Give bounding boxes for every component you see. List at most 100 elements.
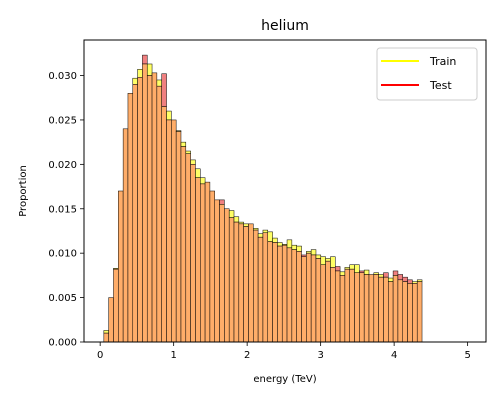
bar-excess xyxy=(291,244,297,250)
bar-excess xyxy=(354,264,360,273)
y-axis-label: Proportion xyxy=(18,165,29,217)
bar-overlap xyxy=(171,119,177,343)
y-axis-ticks: 0.000 0.005 0.010 0.015 0.020 0.025 0.030 xyxy=(48,71,84,349)
bar-overlap xyxy=(243,226,249,343)
bar-overlap xyxy=(248,223,254,343)
bar-overlap xyxy=(344,268,350,343)
bar-overlap xyxy=(388,281,394,343)
bar-overlap xyxy=(127,93,134,343)
bar-overlap xyxy=(142,63,148,343)
bar-overlap xyxy=(200,183,206,343)
bar-excess xyxy=(166,110,172,121)
bar-overlap xyxy=(228,217,235,343)
bar-excess xyxy=(325,258,331,262)
bar-excess xyxy=(228,210,235,218)
bar-excess xyxy=(392,270,399,276)
bar-excess xyxy=(190,159,196,165)
bar-excess xyxy=(383,272,389,278)
bar-overlap xyxy=(185,153,191,343)
bar-excess xyxy=(142,54,148,65)
bar-overlap xyxy=(339,275,346,343)
bar-excess xyxy=(253,228,259,231)
bar-excess xyxy=(373,272,379,275)
bar-overlap xyxy=(118,190,124,343)
bar-overlap xyxy=(325,260,331,343)
bar-excess xyxy=(132,77,138,85)
bar-excess xyxy=(407,279,413,284)
y-tick-label: 0.005 xyxy=(48,293,77,304)
bar-overlap xyxy=(416,281,423,343)
legend-label-train: Train xyxy=(429,55,456,68)
bar-excess xyxy=(301,254,307,257)
bar-overlap xyxy=(286,247,293,343)
bar-overlap xyxy=(257,236,264,343)
bar-overlap xyxy=(161,106,167,343)
bar-excess xyxy=(243,223,249,227)
bar-overlap xyxy=(166,119,172,343)
bar-overlap xyxy=(363,274,370,343)
bar-overlap xyxy=(359,272,365,343)
bar-overlap xyxy=(219,204,225,343)
bar-overlap xyxy=(253,229,259,343)
y-tick-label: 0.000 xyxy=(48,338,77,349)
bar-overlap xyxy=(137,77,143,343)
bar-excess xyxy=(359,270,365,273)
x-tick-label: 4 xyxy=(391,350,397,361)
bar-excess xyxy=(349,264,355,270)
y-tick-label: 0.010 xyxy=(48,249,77,260)
bar-excess xyxy=(233,216,240,223)
bar-excess xyxy=(306,251,312,254)
legend-box xyxy=(376,47,478,101)
bar-overlap xyxy=(383,276,389,343)
bar-excess xyxy=(195,168,201,178)
y-tick-label: 0.020 xyxy=(48,160,77,171)
bar-overlap xyxy=(330,267,336,343)
bar-overlap xyxy=(402,281,408,343)
bar-overlap xyxy=(407,283,413,343)
bar-overlap xyxy=(214,199,220,343)
bar-overlap xyxy=(190,164,196,343)
bar-excess xyxy=(412,281,418,284)
y-tick-label: 0.030 xyxy=(48,71,77,82)
bar-excess xyxy=(363,269,370,275)
bar-overlap xyxy=(373,274,379,343)
x-tick-label: 2 xyxy=(244,350,250,361)
bar-excess xyxy=(180,141,187,147)
bar-excess xyxy=(296,245,302,252)
bar-excess xyxy=(344,267,350,270)
bar-overlap xyxy=(306,252,312,343)
bar-excess xyxy=(103,330,109,334)
bar-overlap xyxy=(320,264,326,343)
bar-overlap xyxy=(267,241,273,343)
bar-overlap xyxy=(349,268,355,343)
bar-overlap xyxy=(392,275,399,343)
bar-overlap xyxy=(146,75,153,343)
bar-overlap xyxy=(204,181,211,343)
bar-excess xyxy=(219,199,225,205)
bar-overlap xyxy=(180,146,187,343)
bar-overlap xyxy=(195,177,201,343)
bar-overlap xyxy=(272,242,278,343)
bar-overlap xyxy=(291,249,297,343)
bar-excess xyxy=(137,69,143,78)
bar-excess xyxy=(185,150,191,154)
bar-overlap xyxy=(113,268,119,343)
bar-overlap xyxy=(281,244,288,343)
plot-area-frame xyxy=(83,39,487,343)
bar-overlap xyxy=(315,258,322,343)
bar-overlap xyxy=(132,84,138,343)
bar-excess xyxy=(262,229,269,233)
bar-overlap xyxy=(277,245,283,343)
legend-label-test: Test xyxy=(429,79,452,92)
bar-overlap xyxy=(310,254,317,343)
x-axis-label: energy (TeV) xyxy=(253,374,316,385)
x-tick-label: 1 xyxy=(170,350,176,361)
bar-overlap xyxy=(233,221,240,343)
bar-excess xyxy=(161,73,167,107)
bar-excess xyxy=(146,63,153,76)
bar-excess xyxy=(286,239,293,249)
bar-excess xyxy=(335,266,341,272)
bar-excess xyxy=(315,254,322,259)
bar-overlap xyxy=(238,223,244,343)
